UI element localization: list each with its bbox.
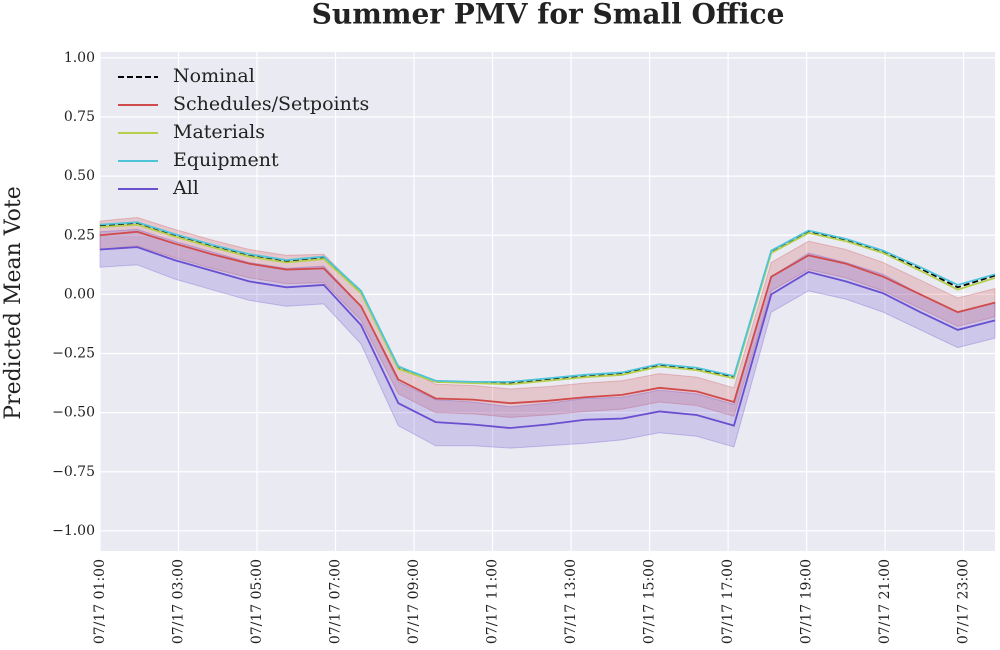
y-tick-label: 0.75	[64, 109, 95, 125]
y-tick-label: −0.75	[52, 464, 95, 480]
legend-label: Nominal	[173, 65, 255, 87]
x-tick-label: 07/17 19:00	[799, 559, 815, 644]
x-tick-label: 07/17 03:00	[171, 559, 187, 644]
legend-label: Equipment	[173, 149, 279, 171]
y-axis-label: Predicted Mean Vote	[1, 186, 26, 420]
y-tick-label: −1.00	[52, 523, 95, 539]
y-tick-label: 0.50	[64, 168, 95, 184]
y-tick-label: 1.00	[64, 50, 95, 66]
series-line	[99, 246, 996, 429]
legend-label: All	[172, 177, 199, 199]
legend-label: Schedules/Setpoints	[173, 93, 369, 115]
x-tick-label: 07/17 05:00	[249, 559, 265, 644]
legend-label: Materials	[173, 121, 265, 143]
series-line	[99, 223, 996, 386]
x-tick-label: 07/17 21:00	[877, 559, 893, 644]
plot-background	[100, 52, 995, 551]
series-line	[99, 230, 996, 405]
x-tick-label: 07/17 11:00	[485, 559, 501, 644]
chart-title: Summer PMV for Small Office	[312, 0, 785, 31]
y-tick-label: −0.25	[52, 346, 95, 362]
series-line	[99, 221, 996, 383]
x-tick-label: 07/17 17:00	[720, 559, 736, 644]
x-tick-label: 07/17 23:00	[956, 559, 972, 644]
x-tick-label: 07/17 15:00	[642, 559, 658, 644]
x-tick-label: 07/17 13:00	[563, 559, 579, 644]
x-tick-label: 07/17 07:00	[328, 559, 344, 644]
x-tick-label: 07/17 01:00	[92, 559, 108, 644]
y-tick-label: −0.50	[52, 405, 95, 421]
x-tick-label: 07/17 09:00	[406, 559, 422, 644]
y-tick-label: 0.00	[64, 286, 95, 302]
y-tick-label: 0.25	[64, 227, 95, 243]
series-line	[99, 222, 996, 384]
